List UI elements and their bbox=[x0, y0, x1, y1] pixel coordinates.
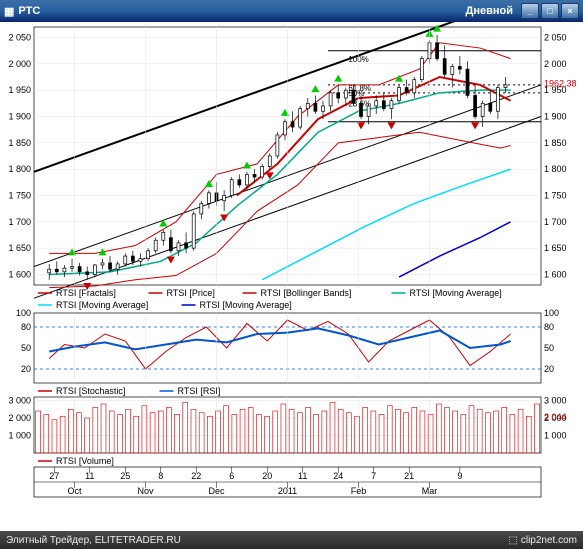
svg-text:RTSI [Stochastic]: RTSI [Stochastic] bbox=[56, 386, 125, 396]
svg-text:2011: 2011 bbox=[278, 486, 297, 496]
footer-bar: Элитный Трейдер, ELITETRADER.RU ⬚ clip2n… bbox=[0, 531, 583, 549]
svg-text:1 850: 1 850 bbox=[8, 138, 31, 148]
svg-text:1 600: 1 600 bbox=[544, 269, 567, 279]
svg-text:1 900: 1 900 bbox=[8, 112, 31, 122]
svg-text:1 650: 1 650 bbox=[544, 243, 567, 253]
window-title: РТС bbox=[14, 5, 465, 17]
svg-text:11: 11 bbox=[85, 471, 94, 481]
svg-text:RTSI [Price]: RTSI [Price] bbox=[167, 288, 215, 298]
chart-area: 1 600 1 600 1 650 1 650 1 700 1 700 1 750 1 750… bbox=[0, 22, 583, 531]
svg-text:RTSI [Fractals]: RTSI [Fractals] bbox=[56, 288, 116, 298]
svg-text:RTSI [Moving Average]: RTSI [Moving Average] bbox=[200, 300, 292, 310]
svg-text:1 850: 1 850 bbox=[544, 138, 567, 148]
svg-text:8: 8 bbox=[158, 471, 163, 481]
svg-text:1 900: 1 900 bbox=[544, 112, 567, 122]
svg-text:6: 6 bbox=[229, 471, 234, 481]
svg-text:50: 50 bbox=[544, 343, 554, 353]
svg-text:1 650: 1 650 bbox=[8, 243, 31, 253]
svg-text:100: 100 bbox=[544, 308, 559, 318]
close-button[interactable]: × bbox=[561, 3, 579, 19]
svg-text:1 800: 1 800 bbox=[544, 164, 567, 174]
svg-text:Nov: Nov bbox=[138, 486, 155, 496]
watermark-text: clip2net.com bbox=[521, 535, 577, 546]
svg-text:25: 25 bbox=[120, 471, 130, 481]
svg-text:RTSI [Bollinger Bands]: RTSI [Bollinger Bands] bbox=[261, 288, 352, 298]
svg-text:1 800: 1 800 bbox=[8, 164, 31, 174]
svg-text:1 750: 1 750 bbox=[544, 190, 567, 200]
window-titlebar: ▦ РТС Дневной _ □ × bbox=[0, 0, 583, 22]
svg-text:2 044: 2 044 bbox=[544, 412, 567, 422]
svg-text:1 750: 1 750 bbox=[8, 190, 31, 200]
svg-text:22: 22 bbox=[191, 471, 201, 481]
maximize-button[interactable]: □ bbox=[541, 3, 559, 19]
svg-text:2 050: 2 050 bbox=[8, 33, 31, 43]
svg-text:50%: 50% bbox=[348, 89, 364, 98]
svg-text:20: 20 bbox=[262, 471, 272, 481]
svg-text:1 000: 1 000 bbox=[544, 431, 567, 441]
svg-text:7: 7 bbox=[371, 471, 376, 481]
svg-text:1962,38: 1962,38 bbox=[544, 79, 577, 89]
svg-text:21: 21 bbox=[404, 471, 414, 481]
minimize-button[interactable]: _ bbox=[521, 3, 539, 19]
svg-text:80: 80 bbox=[544, 322, 554, 332]
chart-svg[interactable]: 1 600 1 600 1 650 1 650 1 700 1 700 1 750 1 750… bbox=[0, 22, 583, 531]
svg-text:9: 9 bbox=[457, 471, 462, 481]
svg-text:RTSI [Moving Average]: RTSI [Moving Average] bbox=[410, 288, 502, 298]
svg-text:80: 80 bbox=[21, 322, 31, 332]
svg-text:2 000: 2 000 bbox=[544, 59, 567, 69]
svg-text:2 000: 2 000 bbox=[8, 59, 31, 69]
svg-text:24: 24 bbox=[333, 471, 343, 481]
svg-text:RTSI [RSI]: RTSI [RSI] bbox=[178, 386, 221, 396]
svg-text:Dec: Dec bbox=[209, 486, 226, 496]
svg-text:RTSI [Volume]: RTSI [Volume] bbox=[56, 456, 114, 466]
svg-text:Oct: Oct bbox=[68, 486, 83, 496]
window-subtitle: Дневной bbox=[466, 5, 514, 17]
svg-text:1 700: 1 700 bbox=[544, 217, 567, 227]
svg-text:3 000: 3 000 bbox=[8, 396, 31, 406]
svg-text:1 600: 1 600 bbox=[8, 269, 31, 279]
svg-text:2 050: 2 050 bbox=[544, 33, 567, 43]
svg-text:RTSI [Moving Average]: RTSI [Moving Average] bbox=[56, 300, 148, 310]
watermark-icon: ⬚ bbox=[508, 535, 517, 546]
app-icon: ▦ bbox=[4, 5, 14, 18]
svg-text:1 700: 1 700 bbox=[8, 217, 31, 227]
svg-text:50: 50 bbox=[21, 343, 31, 353]
svg-text:3 000: 3 000 bbox=[544, 396, 567, 406]
svg-text:11: 11 bbox=[298, 471, 307, 481]
svg-text:20: 20 bbox=[21, 364, 31, 374]
svg-text:100: 100 bbox=[16, 308, 31, 318]
svg-text:Mar: Mar bbox=[422, 486, 438, 496]
svg-text:2 000: 2 000 bbox=[8, 413, 31, 423]
svg-text:1 000: 1 000 bbox=[8, 431, 31, 441]
footer-text: Элитный Трейдер, ELITETRADER.RU bbox=[6, 535, 181, 546]
svg-text:20: 20 bbox=[544, 364, 554, 374]
svg-text:Feb: Feb bbox=[351, 486, 367, 496]
svg-text:27: 27 bbox=[49, 471, 59, 481]
svg-text:1 950: 1 950 bbox=[8, 85, 31, 95]
